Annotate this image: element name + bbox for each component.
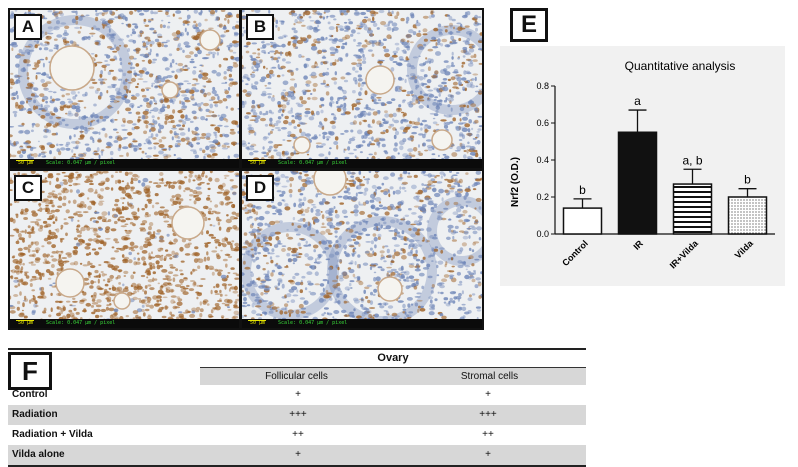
y-tick-label: 0.6 xyxy=(536,118,549,128)
chart-svg: Quantitative analysis Nrf2 (O.D.) 0.0 0.2… xyxy=(500,46,785,286)
scale-length: 50 µm xyxy=(250,159,265,168)
row-label: Vilda alone xyxy=(12,445,65,465)
significance-label: b xyxy=(579,183,586,197)
scale-bar-d: 50 µm Scale: 0.047 µm / pixel xyxy=(242,319,482,328)
bar-control xyxy=(564,208,602,234)
bar-ir-vilda xyxy=(674,184,712,234)
cell-follicular: + xyxy=(208,445,388,465)
panel-label-e: E xyxy=(510,8,548,42)
scale-length: 50 µm xyxy=(18,159,33,168)
micrograph-panel: A 50 µm Scale: 0.047 µm / pixel B 50 µm … xyxy=(8,8,484,330)
tissue-image-b xyxy=(242,10,482,168)
y-tick-label: 0.4 xyxy=(536,155,549,165)
x-tick-label: Vilda xyxy=(733,238,756,261)
row-label: Radiation xyxy=(12,405,58,425)
scale-length: 50 µm xyxy=(250,319,265,328)
scale-length: 50 µm xyxy=(18,319,33,328)
micrograph-a: A 50 µm Scale: 0.047 µm / pixel xyxy=(10,10,239,168)
scale-bar-a: 50 µm Scale: 0.047 µm / pixel xyxy=(10,159,239,168)
y-tick-label: 0.2 xyxy=(536,192,549,202)
column-header-follicular: Follicular cells xyxy=(200,368,393,385)
micrograph-d: D 50 µm Scale: 0.047 µm / pixel xyxy=(242,171,482,328)
x-tick-label: Control xyxy=(560,238,590,268)
tissue-image-c xyxy=(10,171,239,328)
y-tick-label: 0.0 xyxy=(536,229,549,239)
row-label: Control xyxy=(12,385,48,405)
cell-stromal: + xyxy=(398,385,578,405)
bar-ir xyxy=(619,132,657,234)
table-row: Vilda alone + + xyxy=(8,445,586,465)
cell-follicular: ++ xyxy=(208,425,388,445)
panel-label-b: B xyxy=(246,14,274,40)
significance-label: a, b xyxy=(682,153,702,167)
tissue-image-d xyxy=(242,171,482,328)
scale-bar-c: 50 µm Scale: 0.047 µm / pixel xyxy=(10,319,239,328)
cell-follicular: +++ xyxy=(208,405,388,425)
cell-follicular: + xyxy=(208,385,388,405)
table-group-header: Ovary xyxy=(200,350,586,367)
table-row: Control + + xyxy=(8,385,586,405)
scale-text: Scale: 0.047 µm / pixel xyxy=(46,159,115,168)
tissue-image-a xyxy=(10,10,239,168)
significance-label: b xyxy=(744,173,751,187)
bar-vilda xyxy=(729,197,767,234)
panel-label-c: C xyxy=(14,175,42,201)
panel-label-a: A xyxy=(14,14,42,40)
row-label: Radiation + Vilda xyxy=(12,425,93,445)
scale-text: Scale: 0.047 µm / pixel xyxy=(278,159,347,168)
y-tick-label: 0.8 xyxy=(536,81,549,91)
cell-stromal: + xyxy=(398,445,578,465)
chart-title: Quantitative analysis xyxy=(625,59,736,73)
micrograph-c: C 50 µm Scale: 0.047 µm / pixel xyxy=(10,171,239,328)
scale-text: Scale: 0.047 µm / pixel xyxy=(46,319,115,328)
column-header-stromal: Stromal cells xyxy=(393,368,586,385)
y-axis-label: Nrf2 (O.D.) xyxy=(510,157,521,207)
scale-text: Scale: 0.047 µm / pixel xyxy=(278,319,347,328)
table-row: Radiation +++ +++ xyxy=(8,405,586,425)
bar-chart: Quantitative analysis Nrf2 (O.D.) 0.0 0.2… xyxy=(500,46,785,286)
x-tick-label: IR+Vilda xyxy=(668,238,701,271)
micrograph-b: B 50 µm Scale: 0.047 µm / pixel xyxy=(242,10,482,168)
scale-bar-b: 50 µm Scale: 0.047 µm / pixel xyxy=(242,159,482,168)
significance-label: a xyxy=(634,94,641,108)
x-tick-label: IR xyxy=(631,238,645,252)
panel-label-d: D xyxy=(246,175,274,201)
cell-stromal: ++ xyxy=(398,425,578,445)
table-row: Radiation + Vilda ++ ++ xyxy=(8,425,586,445)
cell-stromal: +++ xyxy=(398,405,578,425)
